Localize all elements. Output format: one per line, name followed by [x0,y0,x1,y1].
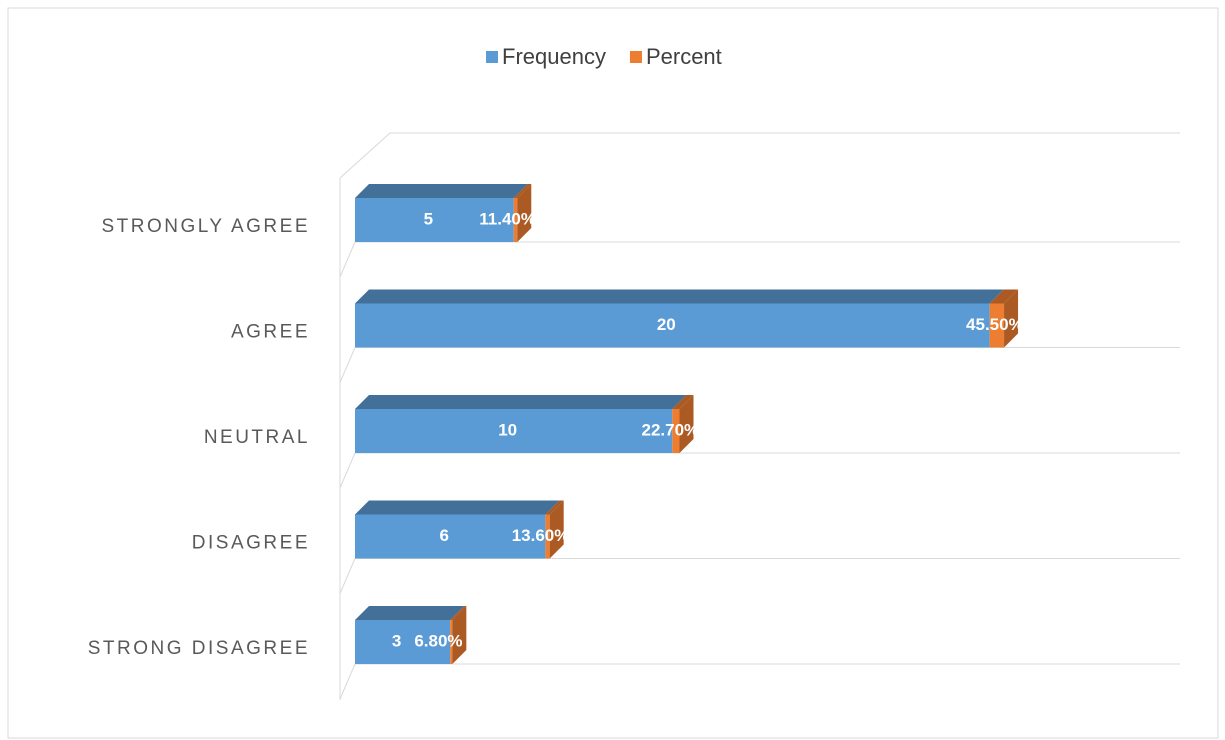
bar-side [517,184,532,242]
bar-side [1004,289,1019,348]
bar [355,303,990,348]
chart-frame [7,7,1219,739]
bar-top [355,606,465,620]
bar-top [989,289,1019,304]
bar-top [355,289,1004,304]
bar [355,620,451,664]
data-label: 5 [424,209,433,228]
bar [450,620,453,664]
category-label: NEUTRAL [204,427,310,448]
bar [545,514,550,559]
bar-side [549,500,564,559]
data-label: 20 [657,315,676,334]
bar-side [679,395,694,453]
bar-top [355,500,560,515]
data-label: 3 [392,631,401,650]
bar [989,303,1005,348]
data-label: 6 [439,526,448,545]
bar-top [355,184,528,198]
bar-top [355,395,687,409]
category-label: DISAGREE [192,533,310,554]
legend-swatch [629,51,642,63]
legend-label: Frequency [502,44,606,69]
side-wall [339,132,1180,179]
data-label: 11.40% [479,209,536,228]
category-label: AGREE [231,322,310,343]
bar-top [513,184,532,198]
category-label: STRONGLY AGREE [101,216,310,237]
bar-top [545,500,564,515]
bar-side [452,606,467,664]
bar-top [450,606,467,620]
data-label: 45.50% [966,315,1024,334]
data-label: 13.60% [512,526,570,545]
bar [355,409,673,453]
grid-line [339,663,356,700]
category-label: STRONG DISAGREE [88,638,310,659]
bar [355,514,546,559]
grid-line [339,241,356,278]
bar [513,198,518,242]
grid-line [339,452,356,489]
data-label: 22.70% [642,420,700,439]
data-label: 10 [498,420,517,439]
bar [672,409,680,453]
bar-top [672,395,694,409]
legend-label: Percent [646,44,722,69]
grid-line [339,347,356,383]
legend-swatch [486,51,498,63]
bar [355,198,514,242]
grid-line [339,558,356,594]
data-label: 6.80% [414,631,462,650]
